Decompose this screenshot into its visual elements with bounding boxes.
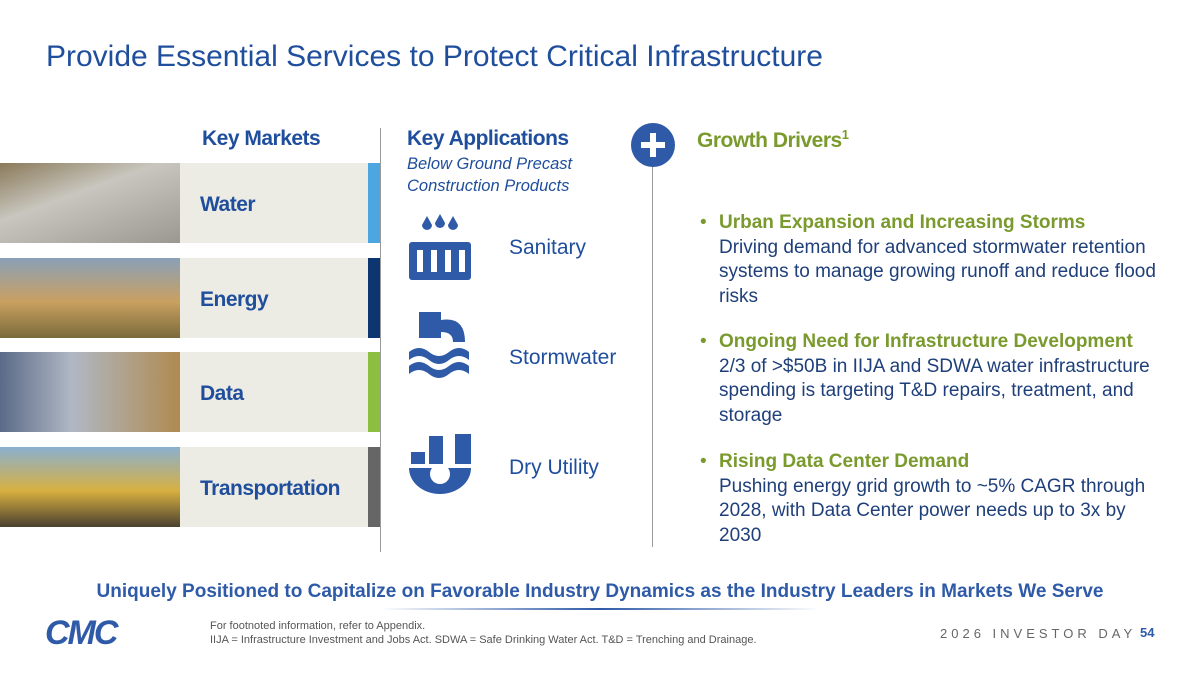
bullet-title: Ongoing Need for Infrastructure Developm… (719, 331, 1133, 352)
plus-icon (631, 123, 675, 167)
bullet-text: Pushing energy grid growth to ~5% CAGR t… (719, 475, 1146, 546)
markets-heading: Key Markets (202, 127, 321, 150)
market-image (0, 352, 180, 432)
bullet-text: 2/3 of >$50B in IIJA and SDWA water infr… (719, 355, 1150, 426)
market-label: Data (200, 382, 244, 405)
market-bar (368, 258, 380, 338)
market-panel (180, 258, 368, 338)
application-label: Dry Utility (509, 456, 599, 479)
market-image (0, 447, 180, 527)
tagline: Uniquely Positioned to Capitalize on Fav… (96, 581, 1104, 602)
title: Provide Essential Services to Protect Cr… (46, 40, 823, 73)
growth-heading: Growth Drivers1 (697, 127, 849, 153)
footnote-mark: 1 (841, 127, 849, 142)
market-bar (368, 163, 380, 243)
application-label: Stormwater (509, 346, 617, 369)
market-panel (180, 447, 368, 527)
footnote: IIJA = Infrastructure Investment and Job… (210, 634, 757, 646)
bullet-text: Driving demand for advanced stormwater r… (719, 236, 1156, 307)
bullet: Ongoing Need for Infrastructure Developm… (700, 330, 1169, 428)
page-number: 54 (1140, 625, 1155, 640)
footnote: For footnoted information, refer to Appe… (210, 620, 426, 632)
footnotes: For footnoted information, refer to Appe… (210, 619, 757, 647)
bullet: Urban Expansion and Increasing Storms Dri… (700, 211, 1169, 309)
rule (380, 608, 820, 610)
application-icons (409, 214, 471, 494)
divider (652, 165, 653, 547)
market-image (0, 163, 180, 243)
market-label: Energy (200, 288, 269, 311)
market-panel (180, 163, 368, 243)
event: 2026 INVESTOR DAY (940, 626, 1137, 641)
applications-heading: Key Applications (407, 127, 569, 150)
logo: CMC (45, 614, 118, 652)
market-panel (180, 352, 368, 432)
bullet: Rising Data Center Demand Pushing energy … (700, 450, 1169, 548)
market-bar (368, 352, 380, 432)
market-bar (368, 447, 380, 527)
market-label: Water (200, 193, 256, 216)
bullet-title: Urban Expansion and Increasing Storms (719, 212, 1086, 233)
divider (380, 128, 381, 552)
applications-subheading: Below Ground Precast Construction Produc… (407, 155, 573, 195)
growth-heading-text: Growth Drivers (697, 129, 842, 152)
bullet-title: Rising Data Center Demand (719, 451, 970, 472)
market-image (0, 258, 180, 338)
market-label: Transportation (200, 477, 341, 500)
application-label: Sanitary (509, 236, 587, 259)
